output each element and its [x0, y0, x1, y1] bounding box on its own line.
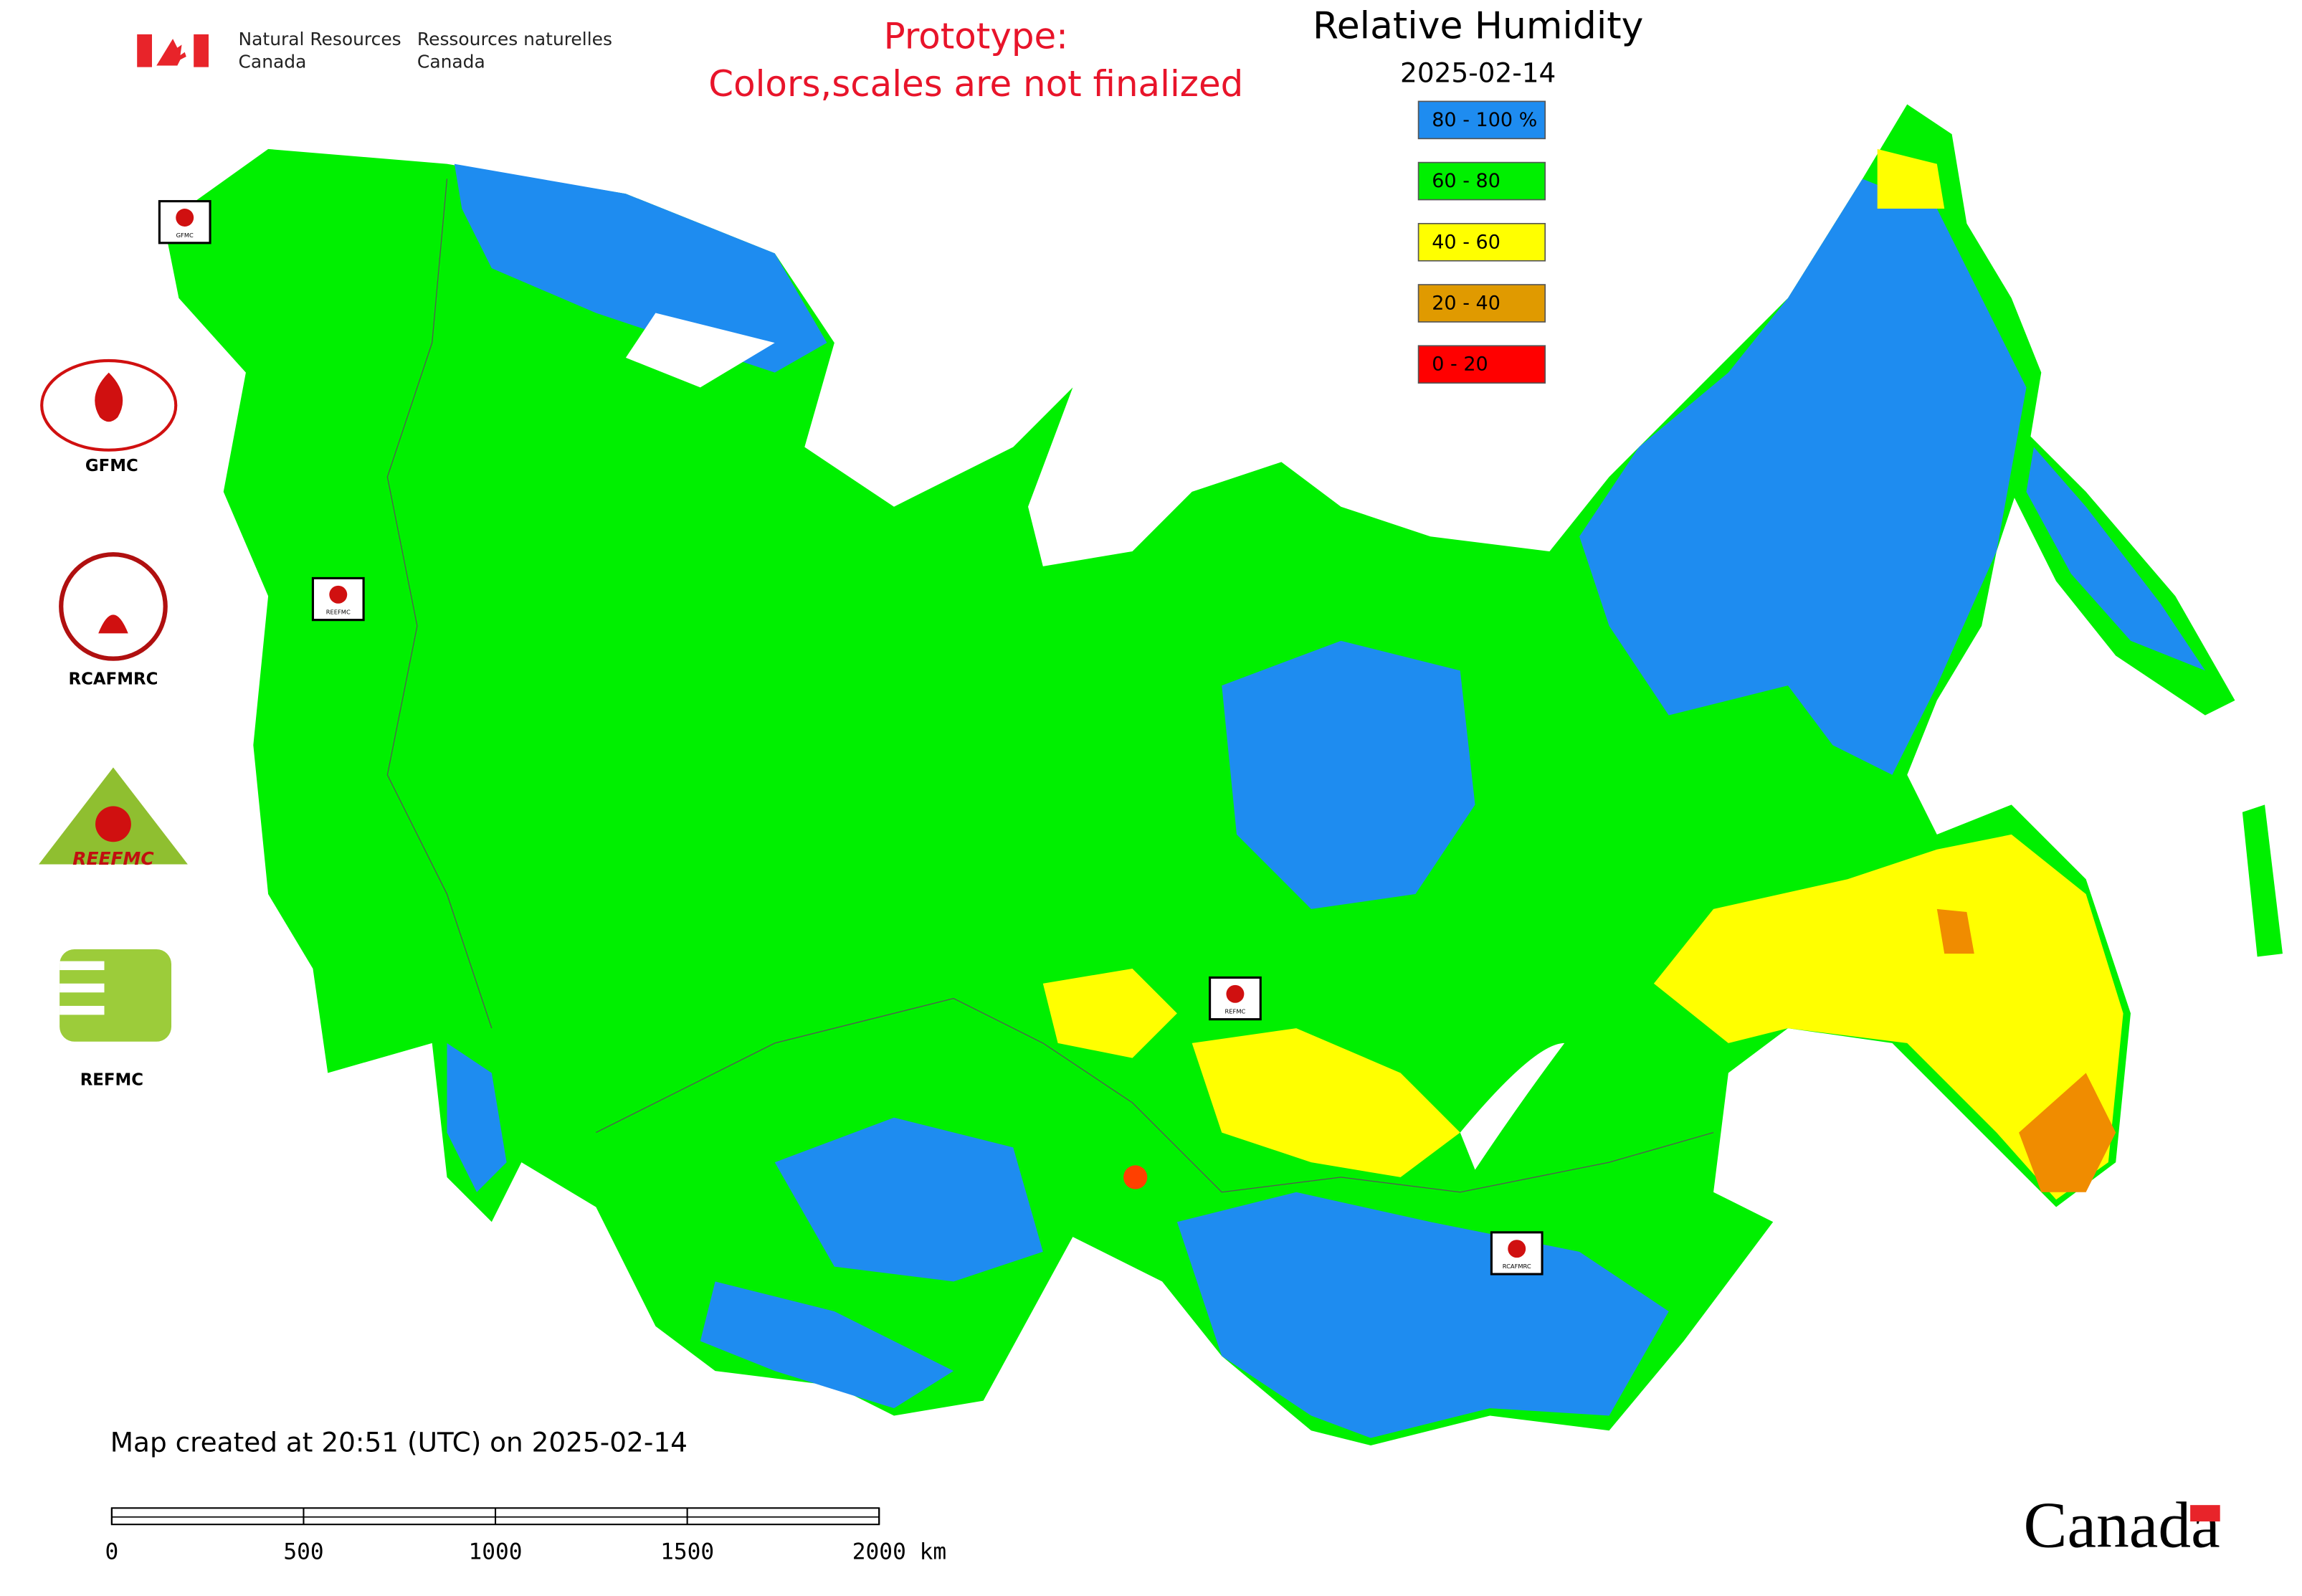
map-markers: GFMC REEFMC REFMC RCAFMRC — [158, 200, 1544, 1276]
legend-label: 80 - 100 % — [1432, 109, 1537, 131]
notice-line-2: Colors,scales are not finalized — [708, 63, 1243, 105]
scale-label: 500 — [283, 1539, 323, 1565]
legend-label: 20 - 40 — [1432, 293, 1500, 315]
legend: 80 - 100 % 60 - 80 40 - 60 20 - 40 0 - 20 — [1417, 100, 1546, 384]
legend-label: 60 - 80 — [1432, 170, 1500, 192]
dept-en-2: Canada — [239, 51, 307, 72]
legend-swatch — [1417, 345, 1546, 384]
gfmc-label: GFMC — [85, 457, 138, 475]
scale-label: 1500 — [660, 1539, 714, 1565]
reefmc-text: REEFMC — [72, 848, 154, 869]
scale-bar: 0 500 1000 1500 2000 km — [105, 1507, 946, 1565]
dept-fr-1: Ressources naturelles — [417, 29, 612, 49]
marker-icon — [329, 585, 348, 604]
wordmark-flag — [2190, 1505, 2220, 1522]
dept-fr-2: Canada — [417, 51, 485, 72]
gfmc-logo: GFMC — [40, 358, 178, 475]
canada-wordmark: Canada — [2024, 1489, 2220, 1562]
dept-en-1: Natural Resources — [239, 29, 401, 49]
legend-label: 0 - 20 — [1432, 353, 1488, 376]
legend-label: 40 - 60 — [1432, 231, 1500, 253]
marker-icon — [176, 209, 194, 227]
legend-swatch — [1417, 284, 1546, 323]
rcafmrc-logo: RCAFMRC — [59, 552, 168, 688]
reefmc-logo: REEFMC — [39, 767, 188, 869]
legend-swatch — [1417, 222, 1546, 262]
marker-icon — [1226, 984, 1245, 1003]
marker-label: GFMC — [176, 232, 194, 239]
marker-label: RCAFMRC — [1503, 1263, 1531, 1270]
refmc-logo: REFMC — [60, 949, 172, 1089]
scale-label: 1000 — [469, 1539, 523, 1565]
notice-line-1: Prototype: — [884, 16, 1068, 57]
rcafmrc-label: RCAFMRC — [69, 670, 158, 688]
created-note: Map created at 20:51 (UTC) on 2025-02-14 — [110, 1426, 688, 1458]
map-title: Relative Humidity — [1313, 5, 1643, 48]
marker-label: REFMC — [1225, 1008, 1246, 1015]
marker-icon — [1508, 1240, 1526, 1258]
legend-swatch — [1417, 100, 1546, 140]
legend-swatch — [1417, 161, 1546, 201]
map-date: 2025-02-14 — [1400, 57, 1556, 88]
scale-label: 0 — [105, 1539, 118, 1565]
humidity-map — [163, 104, 2283, 1446]
nrcan-signature: Natural Resources Canada Ressources natu… — [137, 29, 612, 72]
refmc-label: REFMC — [80, 1070, 143, 1089]
scale-label: 2000 km — [852, 1539, 946, 1565]
marker-label: REEFMC — [326, 609, 351, 616]
